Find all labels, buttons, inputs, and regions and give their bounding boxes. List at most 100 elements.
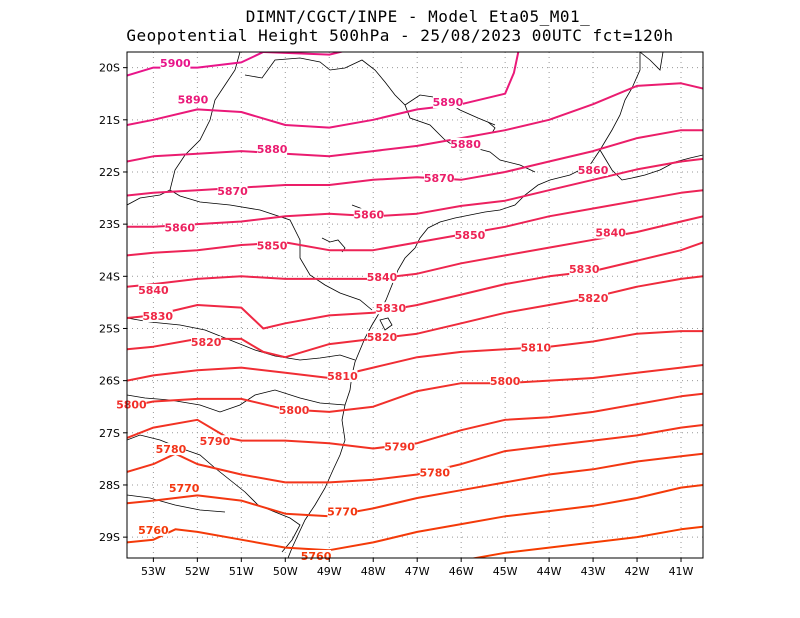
state-border — [127, 389, 346, 413]
contour-label-bg — [569, 263, 600, 276]
state-border — [244, 57, 536, 173]
contour-label: 5810 — [521, 341, 552, 354]
title-line-1: DIMNT/CGCT/INPE - Model Eta05_M01_ — [245, 7, 591, 26]
contour-label-bg — [217, 184, 248, 197]
contour-label: 5860 — [164, 221, 195, 234]
contour-line — [470, 525, 703, 558]
x-tick-label: 44W — [537, 565, 562, 578]
contour-label-bg — [578, 163, 609, 176]
height-contours — [127, 52, 703, 558]
y-tick-label: 20S — [99, 62, 120, 75]
contour-label: 5830 — [142, 310, 173, 323]
contour-label: 5790 — [200, 435, 231, 448]
contour-label-bg — [450, 137, 481, 150]
state-border — [599, 149, 703, 181]
state-border — [127, 317, 356, 361]
contour-label-bg — [164, 221, 195, 234]
axis-ticks: 53W 52W 51W 50W 49W 48W 47W 46W 45W 44W 43W 42W 41W 2… — [99, 62, 694, 578]
contour-label: 5790 — [384, 440, 415, 453]
contour-label: 5780 — [156, 443, 187, 456]
contour-5890 — [127, 52, 520, 129]
contour-label: 5830 — [569, 263, 600, 276]
contour-label-bg — [257, 239, 288, 252]
contour-label-bg — [257, 143, 288, 156]
island — [379, 317, 393, 331]
contour-label-bg — [578, 291, 609, 304]
x-tick-label: 49W — [317, 565, 342, 578]
contour-label-bg — [279, 403, 310, 416]
contour-label: 5890 — [433, 96, 464, 109]
x-tick-label: 43W — [581, 565, 606, 578]
contour-label: 5760 — [301, 550, 332, 563]
contour-label-bg — [490, 375, 521, 388]
contour-label: 5840 — [595, 227, 626, 240]
plot-frame — [126, 51, 704, 559]
contour-5810 — [127, 330, 703, 382]
contour-label-bg — [520, 341, 551, 354]
contour-label: 5840 — [367, 271, 398, 284]
contour-5800 — [127, 364, 703, 413]
contour-label-bg — [138, 283, 169, 296]
contour-label-bg — [595, 226, 626, 239]
country-border — [127, 434, 301, 553]
contour-label-bg — [142, 310, 173, 323]
contour-label: 5900 — [160, 57, 191, 70]
contour-label-bg — [191, 336, 222, 349]
contour-label-bg — [454, 229, 485, 242]
contour-label-bg — [169, 482, 200, 495]
contour-label-bg — [327, 370, 358, 383]
contour-label: 5870 — [217, 185, 248, 198]
contour-label: 5800 — [116, 399, 147, 412]
contour-5870 — [127, 129, 703, 197]
contour-label-bg — [419, 466, 450, 479]
x-tick-label: 45W — [493, 565, 518, 578]
contour-5770 — [127, 452, 703, 518]
contour-label: 5880 — [257, 143, 288, 156]
contour-label: 5800 — [279, 404, 310, 417]
contour-label: 5770 — [169, 482, 200, 495]
contour-label: 5780 — [419, 467, 450, 480]
contour-5880 — [127, 82, 703, 163]
contour-5900 — [263, 52, 345, 56]
y-tick-label: 24S — [99, 270, 120, 283]
contour-label: 5760 — [138, 524, 169, 537]
contour-label-bg — [116, 398, 147, 411]
x-tick-label: 42W — [625, 565, 650, 578]
x-tick-label: 41W — [669, 565, 694, 578]
x-tick-label: 53W — [141, 565, 166, 578]
state-border — [127, 52, 241, 206]
x-tick-label: 51W — [229, 565, 254, 578]
x-tick-label: 47W — [405, 565, 430, 578]
contour-label-bg — [199, 435, 230, 448]
contour-label: 5860 — [578, 164, 609, 177]
contour-label: 5850 — [257, 240, 288, 253]
contour-label-bg — [367, 330, 398, 343]
x-tick-label: 46W — [449, 565, 474, 578]
contour-5780 — [127, 424, 703, 484]
contour-label-bg — [424, 171, 455, 184]
contour-label: 5880 — [450, 138, 481, 151]
title-line-2: Geopotential Height 500hPa - 25/08/2023 … — [126, 26, 674, 45]
contour-label-bg — [384, 440, 415, 453]
state-border — [127, 494, 226, 513]
contour-label: 5850 — [455, 229, 486, 242]
contour-label-bg — [301, 550, 332, 562]
contour-5900 — [127, 52, 264, 77]
contour-label-bg — [160, 57, 191, 70]
y-tick-label: 29S — [99, 531, 120, 544]
y-tick-label: 28S — [99, 479, 120, 492]
contour-5760 — [127, 484, 703, 552]
y-tick-label: 21S — [99, 114, 120, 127]
contour-labels: 5900 5890 5890 5880 5880 5870 5870 5860 5860 5860… — [116, 57, 626, 563]
contour-label: 5830 — [376, 302, 407, 315]
contour-label: 5840 — [138, 284, 169, 297]
contour-label: 5820 — [367, 331, 398, 344]
contour-label-bg — [138, 523, 169, 536]
y-tick-label: 27S — [99, 427, 120, 440]
state-border — [169, 189, 373, 311]
contour-label: 5820 — [191, 336, 222, 349]
y-tick-label: 22S — [99, 166, 120, 179]
contour-label: 5800 — [490, 375, 521, 388]
lagoon — [487, 121, 496, 134]
